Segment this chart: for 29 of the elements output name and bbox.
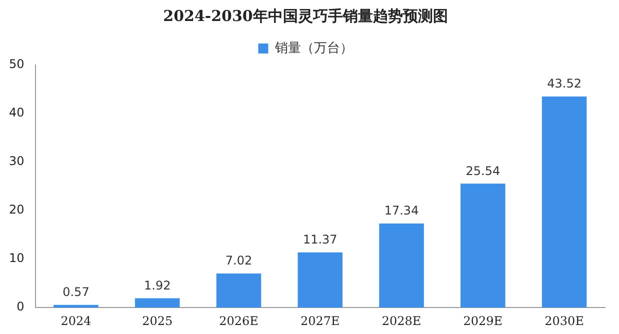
data-label: 17.34 (384, 204, 419, 218)
x-tick-label: 2025 (142, 314, 173, 328)
bar (460, 184, 506, 308)
x-tick-label: 2030E (544, 314, 584, 328)
bar (54, 304, 98, 308)
x-tick-label: 2028E (382, 314, 422, 328)
bar (216, 274, 262, 308)
data-label: 1.92 (144, 278, 171, 292)
y-tick-label: 10 (8, 251, 24, 266)
x-tick-label: 2027E (300, 314, 340, 328)
y-tick-label: 40 (8, 106, 24, 120)
bar (379, 223, 424, 308)
legend-label: 销量（万台） (274, 40, 353, 56)
chart-title: 2024-2030年中国灵巧手销量趋势预测图 (163, 6, 448, 25)
y-tick-label: 0 (16, 300, 24, 314)
data-label: 43.52 (547, 76, 582, 91)
x-tick-label: 2024 (60, 314, 92, 328)
bar (542, 96, 587, 308)
bar (298, 252, 343, 308)
x-tick-label: 2026E (219, 314, 258, 328)
x-tick-label: 2029E (463, 314, 503, 328)
data-label: 0.57 (62, 284, 90, 299)
y-tick-label: 50 (8, 57, 24, 72)
y-tick-label: 30 (8, 154, 24, 168)
y-tick-label: 20 (8, 202, 24, 217)
bar (134, 298, 180, 308)
data-label: 7.02 (225, 254, 252, 268)
data-label: 25.54 (466, 164, 500, 178)
data-label: 11.37 (302, 232, 338, 247)
